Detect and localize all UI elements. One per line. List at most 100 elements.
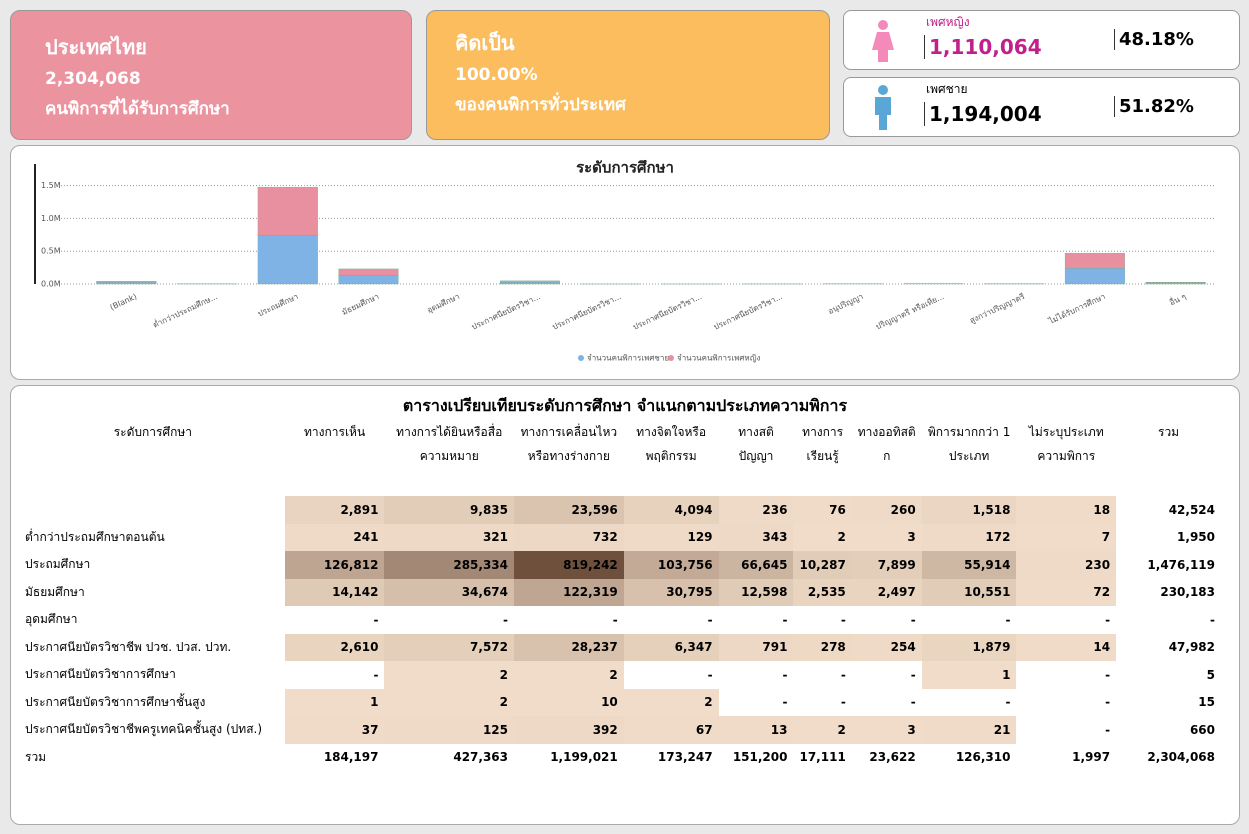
- cell: 254: [851, 633, 922, 661]
- y-tick-label: 1.0M: [41, 214, 61, 223]
- cell: 42,524: [1168, 502, 1215, 517]
- row-label: [21, 496, 285, 524]
- male-card: เพศชาย 1,194,004 51.82%: [843, 77, 1240, 137]
- cell: 343: [718, 523, 794, 551]
- table-row: ประกาศนียบัตรวิชาชีพ ปวช. ปวส. ปวท. 2,610…: [21, 633, 1221, 661]
- cell: 10,287: [793, 551, 852, 579]
- cell: 1,997: [1072, 750, 1111, 765]
- cell: 732: [514, 523, 624, 551]
- cell: -: [910, 667, 916, 682]
- cell: 260: [851, 496, 922, 524]
- cell: 6,347: [623, 633, 719, 661]
- cell: 14,142: [284, 578, 385, 606]
- legend-swatch: [578, 355, 584, 361]
- y-tick-label: 0.5M: [41, 247, 61, 256]
- x-tick-label: ประกาศนียบัตรวิชา...: [470, 292, 542, 332]
- gender-count: 1,110,064: [924, 35, 1042, 59]
- cell: 14: [1016, 633, 1117, 661]
- card-subtitle: คนพิการที่ได้รับการศึกษา: [45, 99, 230, 119]
- cell: 3: [851, 523, 922, 551]
- cell: -: [840, 695, 846, 710]
- y-tick-label: 0.0M: [41, 280, 61, 289]
- row-label: อุดมศึกษา: [25, 612, 78, 627]
- gender-label: เพศหญิง: [926, 15, 970, 29]
- cell: 15: [1198, 695, 1215, 710]
- cell: 660: [1189, 722, 1215, 737]
- cell: 1,476,119: [1147, 557, 1215, 572]
- cell: 103,756: [623, 551, 719, 579]
- cell: 126,812: [284, 551, 385, 579]
- percent-card: คิดเป็น 100.00% ของคนพิการทั่วประเทศ: [426, 10, 830, 140]
- column-header: ไม่ระบุประเภทความพิการ: [1028, 425, 1104, 463]
- row-label: ประกาศนียบัตรวิชาการศึกษาชั้นสูง: [25, 694, 206, 709]
- cell: 23,622: [869, 750, 916, 765]
- x-tick-label: ประกาศนียบัตรวิชา...: [712, 292, 784, 332]
- cell: 230,183: [1160, 585, 1215, 600]
- bar: [1064, 268, 1125, 285]
- cell: 2: [514, 661, 624, 689]
- cell: -: [1105, 695, 1111, 710]
- cell: 2: [623, 688, 719, 716]
- gender-count: 1,194,004: [924, 102, 1042, 126]
- bar: [499, 280, 560, 283]
- column-header: ทางสติปัญญา: [738, 425, 774, 463]
- cell: 2,497: [851, 578, 922, 606]
- cell: -: [840, 612, 846, 627]
- card-title: คิดเป็น: [455, 31, 515, 55]
- row-label: ต่ำกว่าประถมศึกษาตอนต้น: [25, 529, 165, 544]
- x-tick-label: ปริญญาตรี หรือเทีย...: [874, 292, 945, 332]
- cell: 392: [514, 716, 624, 744]
- card-value: 100.00%: [455, 65, 538, 85]
- male-icon: [875, 85, 891, 130]
- cell: 17,111: [799, 750, 846, 765]
- column-header: ทางออทิสติก: [857, 425, 916, 463]
- column-header: ทางการเห็น: [304, 425, 366, 439]
- legend-swatch: [668, 355, 674, 361]
- cell: 129: [623, 523, 719, 551]
- cell: 236: [718, 496, 794, 524]
- cell: -: [503, 612, 508, 627]
- cell: -: [782, 667, 788, 682]
- legend-label: จำนวนคนพิการเพศหญิง: [677, 354, 761, 363]
- cell: 4,094: [623, 496, 719, 524]
- table-panel: ตารางเปรียบเทียบระดับการศึกษา จำแนกตามปร…: [10, 385, 1240, 825]
- cell: 151,200: [732, 750, 788, 765]
- cell: 791: [718, 633, 794, 661]
- row-label: ประกาศนียบัตรวิชาชีพครูเทคนิคชั้นสูง (ปท…: [25, 722, 263, 737]
- cell: 819,242: [514, 551, 624, 579]
- table-row: ประกาศนียบัตรวิชาการศึกษา -2 2- - - -1-5: [21, 661, 1221, 689]
- table-row: อุดมศึกษา - - - - - - - - - -: [21, 606, 1221, 634]
- table-row: มัธยมศึกษา 14,142 34,674 122,319 30,795 12,59…: [21, 578, 1221, 606]
- card-value: 2,304,068: [45, 69, 141, 89]
- cell: 13: [718, 716, 794, 744]
- bar: [1064, 253, 1125, 269]
- cell: 23,596: [514, 496, 624, 524]
- chart-title: ระดับการศึกษา: [576, 159, 674, 177]
- cell: -: [782, 695, 788, 710]
- cell: 37: [284, 716, 385, 744]
- gender-label: เพศชาย: [926, 82, 968, 96]
- table-row: 2,891 9,835 23,596 4,094 236 76 260 1,518 18 42,5…: [21, 496, 1221, 524]
- cell: 10,551: [921, 578, 1017, 606]
- legend-label: จำนวนคนพิการเพศชาย: [587, 354, 669, 363]
- row-label: ประกาศนียบัตรวิชาชีพ ปวช. ปวส. ปวท.: [25, 639, 232, 654]
- column-header: รวม: [1158, 425, 1180, 439]
- x-tick-label: ประกาศนียบัตรวิชา...: [551, 292, 623, 332]
- cell: 122,319: [514, 578, 624, 606]
- cell: 1,199,021: [550, 750, 618, 765]
- cell: -: [840, 667, 846, 682]
- x-tick-label: อื่น ๆ: [1167, 290, 1187, 307]
- cell: -: [910, 612, 916, 627]
- cell: 321: [384, 523, 514, 551]
- cell: -: [612, 612, 618, 627]
- cell: 427,363: [453, 750, 508, 765]
- total-card: ประเทศไทย 2,304,068 คนพิการที่ได้รับการศ…: [10, 10, 412, 140]
- cell: 125: [384, 716, 514, 744]
- row-label: มัธยมศึกษา: [25, 584, 85, 599]
- column-header: ทางการเรียนรู้: [802, 425, 844, 463]
- bar: [96, 282, 157, 285]
- column-header: ทางจิตใจหรือพฤติกรรม: [636, 425, 707, 463]
- cell: 2,535: [793, 578, 852, 606]
- cell: 2,891: [284, 496, 385, 524]
- cell: -: [1105, 722, 1111, 737]
